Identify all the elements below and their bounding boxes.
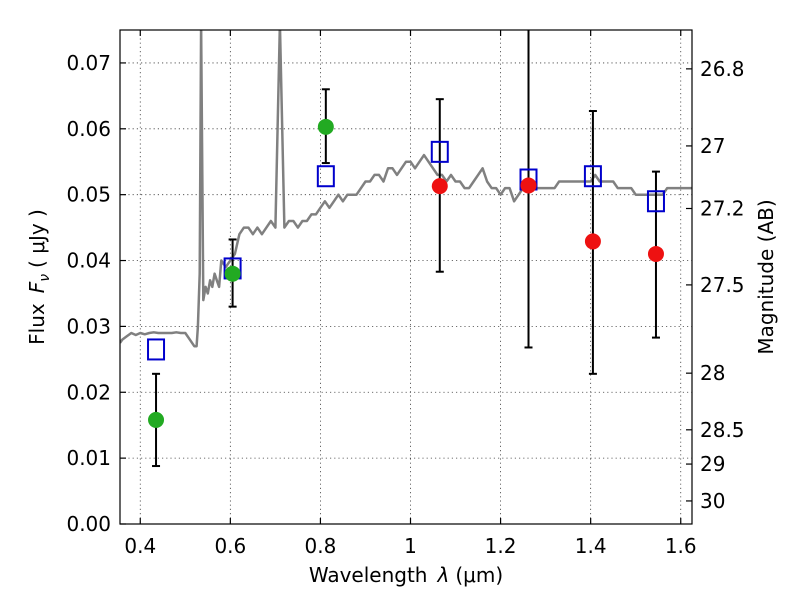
x-axis-title: Wavelength λ (μm) — [309, 563, 503, 587]
y2-tick-label: 26.8 — [700, 57, 745, 81]
y-tick-label: 0.06 — [66, 117, 111, 141]
photometry-point — [647, 245, 664, 262]
x-tick-label: 0.4 — [124, 534, 156, 558]
y-tick-label: 0.04 — [66, 249, 111, 273]
y-tick-label: 0.02 — [66, 380, 111, 404]
x-tick-label: 0.8 — [305, 534, 337, 558]
tick-layer: 0.4 0.6 0.8 1 1.2 1.4 1.6 0.00 0.01 0.02 0.03 0.04 0… — [66, 30, 745, 558]
photometry-point — [224, 265, 241, 282]
y-tick-label: 0.03 — [66, 314, 111, 338]
model-photometry-marker — [646, 190, 665, 213]
y2-tick-label: 27 — [700, 134, 725, 158]
grid-layer — [120, 30, 692, 525]
line-layer — [120, 30, 692, 348]
y-tick-label: 0.05 — [66, 183, 111, 207]
y-tick-label: 0.00 — [66, 512, 111, 536]
x-tick-label: 1.2 — [485, 534, 517, 558]
model-photometry-marker — [147, 338, 166, 361]
error-bar-layer — [152, 30, 660, 468]
x-tick-label: 1 — [404, 534, 417, 558]
model-photometry-marker — [316, 165, 335, 188]
plot-frame — [119, 29, 693, 525]
model-photometry-marker — [430, 140, 449, 163]
y2-tick-label: 28 — [700, 361, 725, 385]
y2-tick-label: 30 — [700, 489, 725, 513]
marker-layer — [147, 118, 665, 428]
y-axis-title: FluxFν( μJy ) — [25, 209, 53, 345]
x-tick-label: 1.6 — [665, 534, 697, 558]
x-tick-label: 0.6 — [214, 534, 246, 558]
y2-axis-title: Magnitude (AB) — [754, 199, 778, 354]
y2-tick-label: 29 — [700, 452, 725, 476]
model-spectrum-line — [120, 30, 692, 348]
photometry-point — [584, 233, 601, 250]
x-tick-label: 1.4 — [575, 534, 607, 558]
y2-tick-label: 28.5 — [700, 418, 745, 442]
photometry-point — [317, 118, 334, 135]
model-photometry-marker — [583, 165, 602, 188]
y2-tick-label: 27.5 — [700, 273, 745, 297]
photometry-point — [148, 411, 165, 428]
y-tick-label: 0.01 — [66, 446, 111, 470]
y2-tick-label: 27.2 — [700, 196, 745, 220]
photometry-point — [520, 177, 537, 194]
y-tick-label: 0.07 — [66, 51, 111, 75]
photometry-point — [431, 178, 448, 195]
